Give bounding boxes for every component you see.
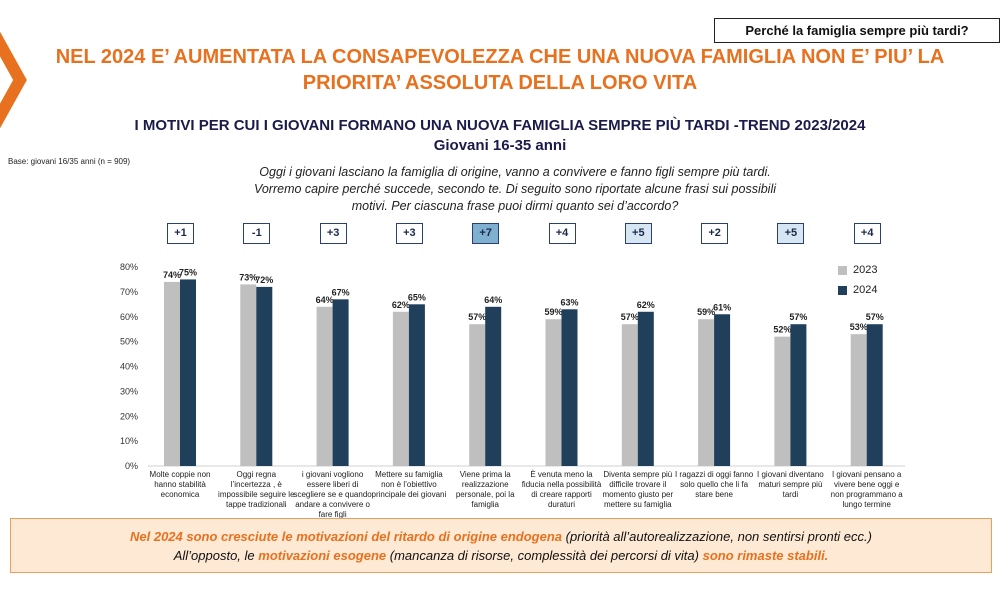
delta-badge: +4	[853, 223, 881, 244]
category-label: I giovani pensano a vivere bene oggi e n…	[830, 470, 903, 509]
headline: NEL 2024 E’ AUMENTATA LA CONSAPEVOLEZZA …	[55, 46, 945, 94]
chart-title-block: I MOTIVI PER CUI I GIOVANI FORMANO UNA N…	[0, 116, 1000, 156]
bar-2023	[850, 334, 867, 466]
chevron-decoration-icon	[0, 32, 27, 128]
data-label: 62%	[392, 300, 410, 310]
chart-title: I MOTIVI PER CUI I GIOVANI FORMANO UNA N…	[134, 117, 866, 134]
bar-2024	[180, 279, 196, 466]
delta-badge: -1	[243, 223, 271, 244]
bar-2024	[485, 306, 502, 466]
data-label: 57%	[468, 312, 486, 322]
y-tick-label: 0%	[125, 461, 138, 471]
y-tick-label: 10%	[120, 436, 138, 446]
bar-2024	[637, 311, 654, 466]
category-label: Oggi regna l’incertezza , è impossibile …	[218, 470, 295, 509]
data-label: 62%	[637, 300, 655, 310]
bar-2023	[240, 284, 257, 466]
delta-badge: +4	[548, 223, 576, 244]
legend-label: 2023	[853, 264, 878, 276]
bar-2024	[332, 299, 349, 466]
data-label: 74%	[163, 270, 181, 280]
bar-2023	[698, 319, 715, 466]
legend-item-2023: 2023	[838, 264, 877, 276]
note-highlight: sono rimaste stabili.	[702, 548, 829, 563]
bar-2023	[316, 306, 333, 466]
bar-2023	[392, 311, 409, 466]
note-text: All’opposto, le	[173, 548, 259, 563]
note-highlight: motivazioni esogene	[258, 548, 387, 563]
bar-2024	[408, 304, 425, 466]
delta-badge: +2	[701, 223, 729, 244]
data-label: 64%	[316, 295, 334, 305]
question-text: Oggi i giovani lasciano la famiglia di o…	[253, 165, 777, 213]
delta-badge: +1	[167, 223, 194, 244]
category-label: Viene prima la realizzazione personale, …	[455, 470, 515, 509]
data-label: 59%	[697, 307, 715, 317]
category-label: È venuta meno la fiducia nella possibili…	[521, 470, 602, 509]
bar-2024	[256, 286, 273, 466]
data-label: 57%	[789, 312, 807, 322]
y-tick-label: 20%	[120, 411, 138, 421]
y-tick-label: 30%	[120, 386, 138, 396]
data-label: 63%	[560, 297, 578, 307]
legend-swatch	[838, 285, 847, 295]
data-label: 67%	[332, 287, 350, 297]
note-highlight: Nel 2024 sono cresciute le motivazioni d…	[130, 529, 562, 544]
legend: 2023 2024	[838, 264, 877, 304]
bar-2024	[714, 314, 731, 466]
data-label: 72%	[255, 275, 273, 285]
category-label: I ragazzi di oggi fanno solo quello che …	[674, 470, 754, 499]
chart-subtitle: Giovani 16-35 anni	[433, 137, 567, 154]
category-label: Mettere su famiglia non è l’obiettivo pr…	[371, 470, 447, 499]
data-label: 61%	[713, 302, 731, 312]
data-label: 73%	[239, 272, 257, 282]
delta-badge: +7	[472, 223, 500, 244]
data-label: 65%	[408, 292, 426, 302]
base-note: Base: giovani 16/35 anni (n = 909)	[8, 157, 131, 166]
bar-2024	[866, 324, 883, 466]
y-tick-label: 50%	[120, 337, 138, 347]
y-tick-label: 40%	[120, 362, 138, 372]
data-label: 57%	[866, 312, 884, 322]
category-label: I giovani diventano maturi sempre più ta…	[757, 470, 824, 499]
y-tick-label: 70%	[120, 287, 138, 297]
data-label: 75%	[179, 267, 197, 277]
note-text: (mancanza di risorse, complessità dei pe…	[386, 548, 703, 563]
note-text: (priorità all’autorealizzazione, non sen…	[562, 529, 872, 544]
bar-2023	[164, 281, 180, 466]
legend-swatch	[838, 265, 847, 275]
summary-box: Nel 2024 sono cresciute le motivazioni d…	[10, 518, 992, 573]
bar-2024	[790, 324, 807, 466]
legend-label: 2024	[853, 284, 878, 296]
delta-badge: +5	[624, 223, 652, 244]
data-label: 64%	[484, 295, 502, 305]
category-label: Molte coppie non hanno stabilità economi…	[149, 470, 211, 499]
delta-badge: +3	[319, 223, 347, 244]
y-tick-label: 80%	[120, 262, 138, 272]
bar-2023	[621, 324, 638, 466]
data-label: 52%	[773, 325, 791, 335]
bar-2023	[545, 319, 562, 466]
bar-2023	[469, 324, 486, 466]
legend-item-2024: 2024	[838, 284, 877, 296]
bar-2023	[774, 336, 791, 466]
data-label: 59%	[544, 307, 562, 317]
data-label: 57%	[621, 312, 639, 322]
bar-2024	[561, 309, 578, 466]
delta-badge: +5	[777, 223, 805, 244]
delta-badge: +3	[395, 223, 423, 244]
category-label: Diventa sempre più difficile trovare il …	[602, 470, 674, 509]
category-label: i giovani vogliono essere liberi di sceg…	[293, 470, 372, 519]
y-tick-label: 60%	[120, 312, 138, 322]
data-label: 53%	[850, 322, 868, 332]
